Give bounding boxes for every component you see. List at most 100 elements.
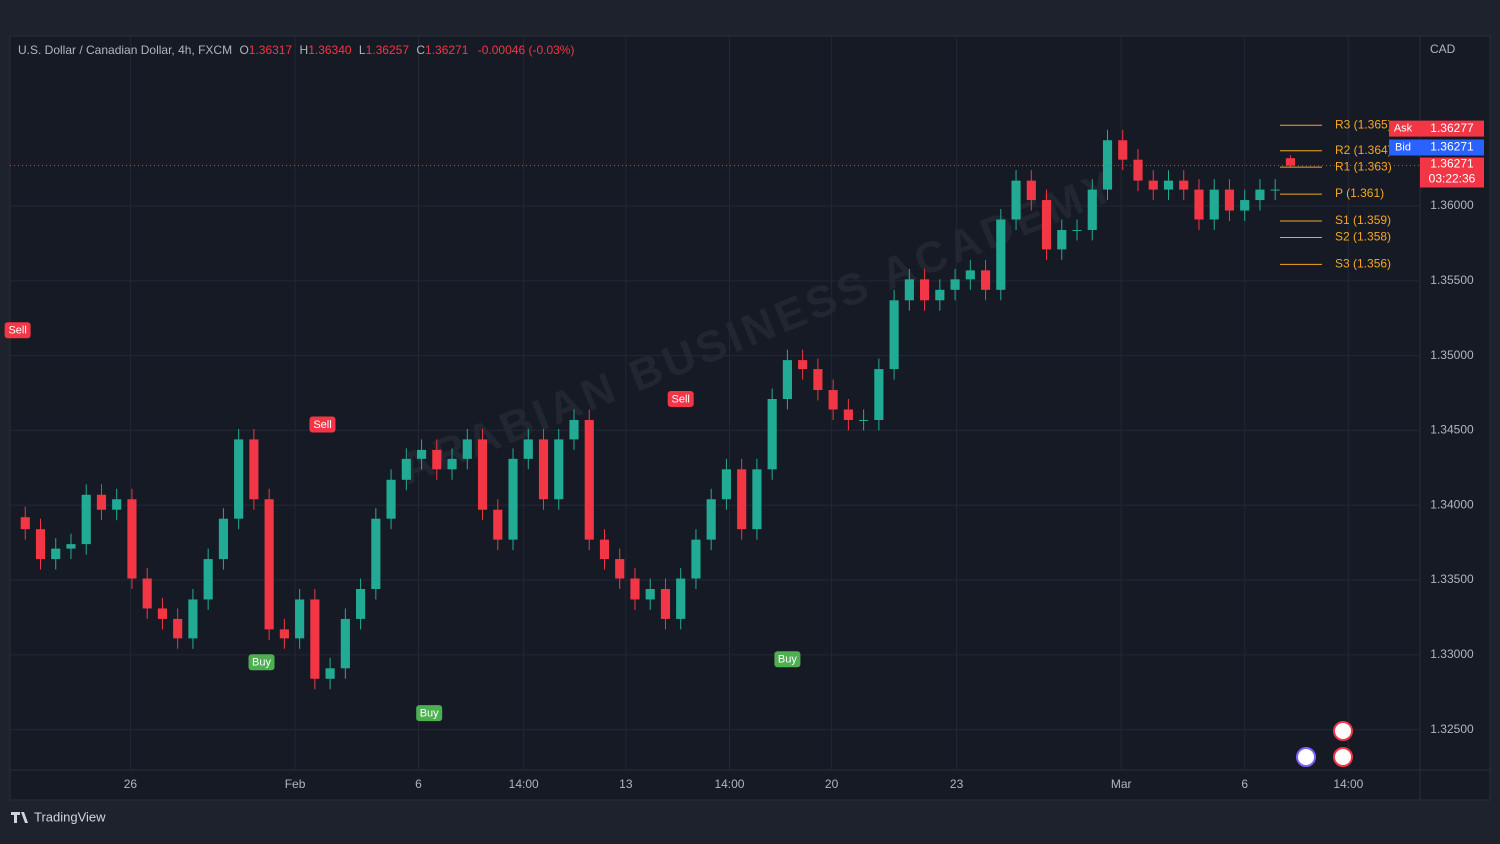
- candle-body: [81, 494, 91, 545]
- candle-body: [142, 578, 152, 609]
- candle-body: [645, 588, 655, 600]
- close-value: 1.36271: [425, 43, 469, 57]
- candle-body: [1270, 189, 1280, 191]
- signal-label: Buy: [420, 708, 439, 720]
- y-tick-label: 1.33000: [1430, 647, 1474, 661]
- candle-body: [752, 469, 762, 530]
- signal-badge: [309, 416, 336, 433]
- price-tag-label: Bid: [1395, 141, 1411, 153]
- candle-body: [157, 608, 168, 619]
- candle-body: [264, 499, 274, 630]
- candle-body: [584, 419, 594, 540]
- x-tick-label: 14:00: [714, 777, 744, 791]
- logo-icon: [11, 812, 28, 823]
- x-tick-label: 14:00: [509, 777, 539, 791]
- pivot-label: P (1.361): [1335, 186, 1384, 200]
- candle-body: [1148, 180, 1158, 190]
- candle-body: [325, 668, 335, 679]
- x-tick-label: 23: [950, 777, 964, 791]
- candle-body: [1285, 158, 1296, 166]
- candle-body: [935, 289, 945, 301]
- candle-body: [630, 578, 640, 600]
- candle-body: [996, 219, 1006, 290]
- candle-body: [691, 539, 701, 579]
- low-label: L: [359, 43, 366, 57]
- candle-body: [1163, 180, 1174, 190]
- candle-body: [813, 369, 823, 391]
- candle-body: [249, 439, 259, 500]
- signal-badge: [416, 705, 443, 722]
- overlay-layer: 1.32500 1.33000 1.33500 1.34000 1.34500 1.350…: [4, 117, 1484, 791]
- candle-body: [737, 469, 747, 530]
- candle-body: [1041, 200, 1052, 250]
- candle-body: [20, 517, 30, 530]
- signal-badge: [774, 651, 801, 668]
- signal-label: Sell: [672, 393, 690, 405]
- candle-body: [554, 439, 564, 500]
- candle-body: [721, 469, 732, 500]
- footer-brand: TradingView: [34, 809, 106, 824]
- candle-body: [1179, 180, 1189, 190]
- candle-body: [523, 439, 533, 459]
- candle-body: [416, 449, 427, 459]
- pivot-label: S1 (1.359): [1335, 213, 1391, 227]
- candle-body: [173, 618, 183, 639]
- y-tick-label: 1.34500: [1430, 423, 1474, 437]
- candle-body: [1057, 229, 1067, 250]
- price-tag: [1389, 120, 1484, 137]
- candle-body: [889, 300, 899, 370]
- candle-body: [782, 360, 792, 400]
- candle-body: [904, 279, 914, 301]
- candle-body: [508, 458, 518, 540]
- candle-body: [1133, 159, 1143, 181]
- candle-body: [295, 599, 305, 639]
- high-value: 1.36340: [308, 43, 352, 57]
- candle-body: [874, 369, 884, 420]
- open-label: O: [239, 43, 248, 57]
- pivot-label: R1 (1.363): [1335, 159, 1392, 173]
- candle-body: [1072, 229, 1082, 231]
- open-value: 1.36317: [249, 43, 293, 57]
- candle-body: [980, 270, 991, 290]
- x-tick-label: 14:00: [1333, 777, 1363, 791]
- last-price-tag: [1420, 157, 1484, 188]
- signal-badge: [4, 322, 31, 339]
- candle-body: [371, 518, 381, 589]
- x-tick-label: 6: [1241, 777, 1248, 791]
- tradingview-logo: TradingView: [11, 809, 106, 824]
- candle-body: [1194, 189, 1204, 220]
- y-tick-label: 1.32500: [1430, 722, 1474, 736]
- signal-label: Sell: [8, 325, 26, 337]
- legend-header: U.S. Dollar / Canadian Dollar, 4h, FXCM …: [18, 43, 574, 57]
- candle-body: [676, 578, 686, 619]
- candle-body: [828, 390, 838, 410]
- candle-body: [188, 599, 198, 639]
- flag-icon[interactable]: [1333, 721, 1353, 741]
- candle-body: [340, 618, 350, 669]
- candle-body: [51, 548, 61, 560]
- x-tick-label: Mar: [1111, 777, 1132, 791]
- symbol-name: U.S. Dollar / Canadian Dollar, 4h, FXCM: [18, 43, 232, 57]
- candle-body: [401, 458, 411, 480]
- y-tick-label: 1.35500: [1430, 273, 1474, 287]
- candle-body: [310, 599, 320, 679]
- candle-body: [965, 270, 975, 280]
- candle-body: [432, 449, 442, 470]
- x-tick-label: Feb: [285, 777, 306, 791]
- candle-body: [279, 629, 289, 639]
- price-tag-value: 1.36277: [1430, 121, 1474, 135]
- low-value: 1.36257: [366, 43, 410, 57]
- candle-body: [127, 499, 137, 579]
- candle-body: [1224, 189, 1235, 211]
- flag-icon[interactable]: [1296, 747, 1316, 767]
- candle-body: [950, 279, 960, 290]
- x-tick-label: 20: [825, 777, 839, 791]
- candle-body: [447, 458, 457, 470]
- candle-body: [843, 409, 853, 420]
- candle-body: [615, 559, 625, 579]
- candle-body: [538, 439, 549, 500]
- flag-icon[interactable]: [1333, 747, 1353, 767]
- x-tick-label: 26: [124, 777, 138, 791]
- change-value: -0.00046 (-0.03%): [478, 43, 575, 57]
